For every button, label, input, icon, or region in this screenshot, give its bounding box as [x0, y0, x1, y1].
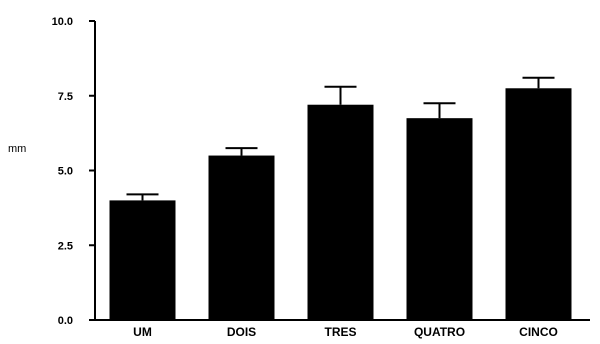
- bar: [406, 118, 473, 320]
- y-tick-label: 0.0: [58, 315, 73, 327]
- y-tick-label: 2.5: [58, 240, 73, 252]
- bar: [307, 104, 374, 320]
- y-axis-title: mm: [8, 143, 26, 155]
- y-ticks: 0.0 2.5 5.0 7.5 10.0: [52, 16, 95, 327]
- x-tick-label: DOIS: [227, 325, 256, 339]
- x-tick-label: UM: [133, 325, 152, 339]
- y-tick-label: 5.0: [58, 166, 73, 178]
- bar: [208, 155, 275, 320]
- x-tick-label: QUATRO: [414, 325, 465, 339]
- y-tick-label: 7.5: [58, 91, 73, 103]
- bar: [109, 200, 176, 320]
- x-tick-label: TRES: [324, 325, 356, 339]
- y-tick-label: 10.0: [52, 16, 73, 28]
- bar: [505, 88, 572, 321]
- x-tick-labels: UM DOIS TRES QUATRO CINCO: [133, 325, 558, 339]
- error-bars: [126, 76, 555, 201]
- x-tick-label: CINCO: [519, 325, 558, 339]
- bars: [109, 88, 572, 321]
